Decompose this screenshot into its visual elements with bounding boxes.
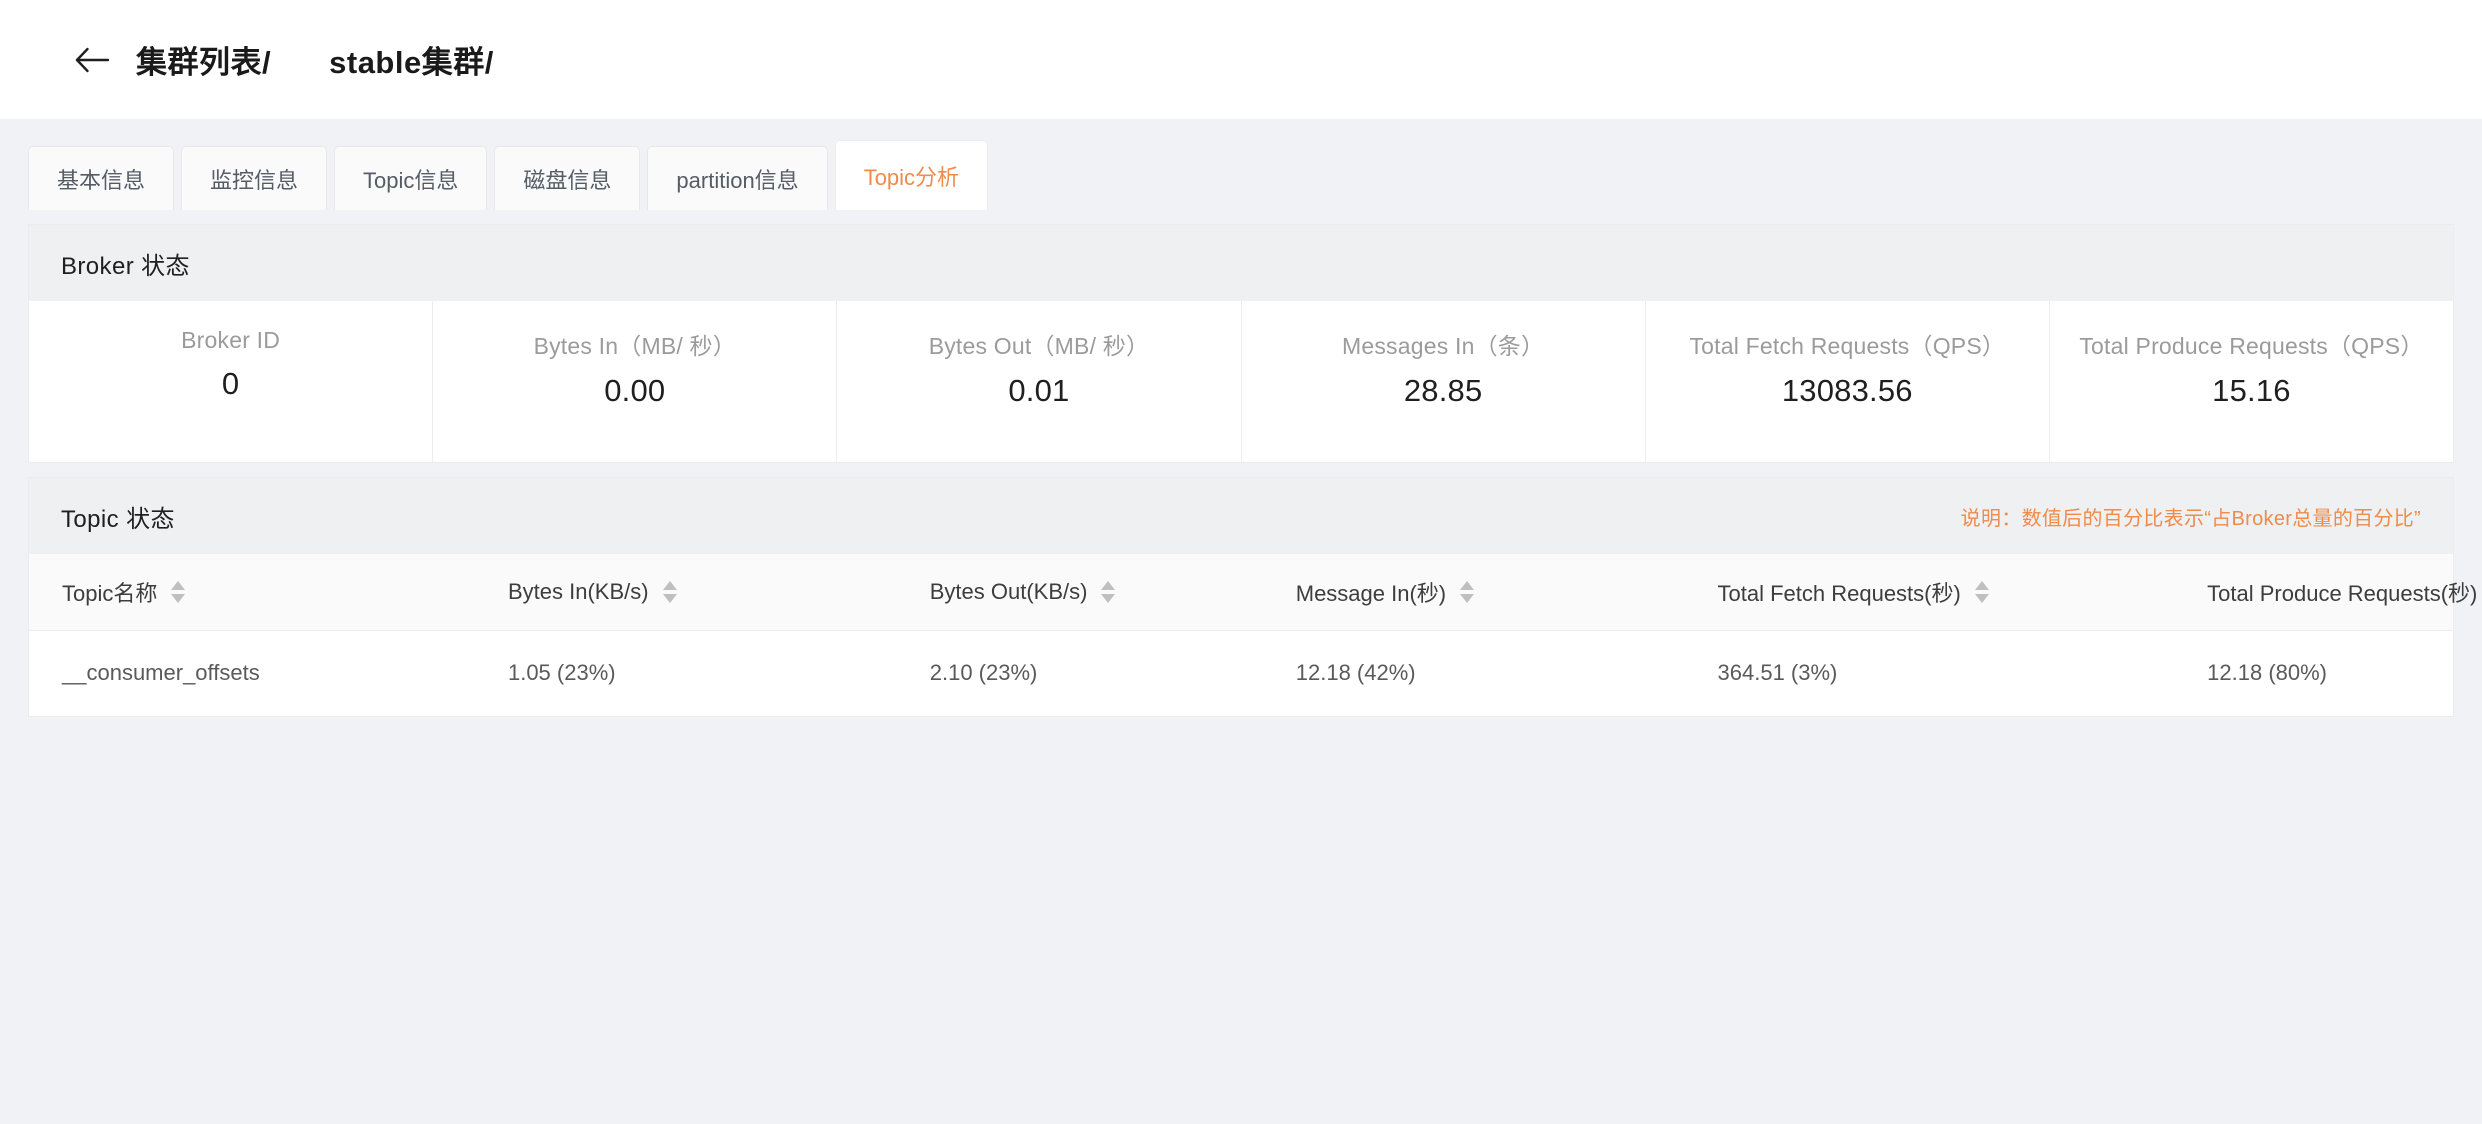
breadcrumb: 集群列表/ stable集群/ <box>136 37 494 82</box>
column-header-total-produce-requests[interactable]: Total Produce Requests(秒) <box>2191 554 2477 631</box>
breadcrumb-item-cluster-name[interactable]: stable集群/ <box>329 45 494 80</box>
back-arrow-icon[interactable] <box>70 38 114 82</box>
broker-status-panel: Broker 状态 Broker ID 0 Bytes In（MB/ 秒） 0.… <box>28 224 2454 463</box>
stat-value: 0.01 <box>1008 373 1070 408</box>
sort-toggle-icon[interactable] <box>662 580 677 603</box>
stat-card-messages-in: Messages In（条） 28.85 <box>1242 301 1646 462</box>
stat-label: Total Fetch Requests（QPS） <box>1689 333 2006 359</box>
tab-label: Topic信息 <box>363 167 459 193</box>
stat-card-total-fetch-requests: Total Fetch Requests（QPS） 13083.56 <box>1646 301 2050 462</box>
stat-card-broker-id: Broker ID 0 <box>29 301 434 462</box>
topic-status-header: Topic 状态 说明：数值后的百分比表示“占Broker总量的百分比” <box>29 478 2453 554</box>
stat-value: 0.00 <box>604 373 666 408</box>
stat-card-bytes-in: Bytes In（MB/ 秒） 0.00 <box>433 301 838 462</box>
breadcrumb-item-cluster-list[interactable]: 集群列表/ <box>136 45 272 80</box>
table-header-row: Topic名称 Bytes In(KB/s) Bytes Out(KB/s) <box>29 554 2477 631</box>
topic-table-body: __consumer_offsets 1.05 (23%) 2.10 (23%)… <box>29 630 2453 716</box>
page-header: 集群列表/ stable集群/ <box>0 0 2482 120</box>
sort-toggle-icon[interactable] <box>1974 580 1989 603</box>
stat-label: Bytes In（MB/ 秒） <box>533 333 736 359</box>
stat-card-bytes-out: Bytes Out（MB/ 秒） 0.01 <box>837 301 1242 462</box>
tab-label: Topic分析 <box>863 164 960 190</box>
tab-label: 监控信息 <box>210 167 299 193</box>
column-header-bytes-out[interactable]: Bytes Out(KB/s) <box>913 554 1280 631</box>
column-label: Bytes Out(KB/s) <box>929 578 1088 604</box>
topic-status-panel: Topic 状态 说明：数值后的百分比表示“占Broker总量的百分比” Top… <box>28 477 2477 717</box>
broker-status-title: Broker 状态 <box>61 252 190 280</box>
stat-label: Messages In（条） <box>1342 333 1545 359</box>
column-label: Message In(秒) <box>1295 580 1447 606</box>
tab-label: 基本信息 <box>57 167 146 193</box>
table-row[interactable]: __consumer_offsets 1.05 (23%) 2.10 (23%)… <box>29 630 2453 716</box>
broker-stat-row: Broker ID 0 Bytes In（MB/ 秒） 0.00 Bytes O… <box>29 301 2453 462</box>
cell-total-produce-requests: 12.18 (80%) <box>2207 660 2328 686</box>
stat-value: 28.85 <box>1403 373 1483 408</box>
topic-table: Topic名称 Bytes In(KB/s) Bytes Out(KB/s) <box>29 554 2477 716</box>
stat-label: Total Produce Requests（QPS） <box>2079 333 2424 359</box>
cell-topic-name: __consumer_offsets <box>62 660 260 686</box>
tab-basic-info[interactable]: 基本信息 <box>28 146 175 210</box>
column-label: Bytes In(KB/s) <box>507 578 649 604</box>
tab-monitor-info[interactable]: 监控信息 <box>181 146 328 210</box>
topic-status-title: Topic 状态 <box>61 505 175 533</box>
column-header-topic-name[interactable]: Topic名称 <box>29 554 492 631</box>
stat-label: Broker ID <box>181 327 281 353</box>
cell-bytes-in: 1.05 (23%) <box>507 660 616 686</box>
stat-value: 0 <box>221 366 240 401</box>
tab-topic-info[interactable]: Topic信息 <box>334 146 488 210</box>
cell-bytes-out: 2.10 (23%) <box>929 660 1038 686</box>
tab-label: 磁盘信息 <box>523 167 612 193</box>
tab-label: partition信息 <box>676 167 799 193</box>
stat-value: 15.16 <box>2212 373 2291 408</box>
topic-table-header: Topic名称 Bytes In(KB/s) Bytes Out(KB/s) <box>29 554 2477 631</box>
cell-total-fetch-requests: 364.51 (3%) <box>1717 660 1838 686</box>
column-header-total-fetch-requests[interactable]: Total Fetch Requests(秒) <box>1701 554 2192 631</box>
sort-toggle-icon[interactable] <box>1101 580 1116 603</box>
column-label: Topic名称 <box>62 580 158 606</box>
column-label: Total Produce Requests(秒) <box>2207 580 2478 606</box>
stat-label: Bytes Out（MB/ 秒） <box>928 333 1150 359</box>
column-header-message-in[interactable]: Message In(秒) <box>1279 554 1702 631</box>
column-label: Total Fetch Requests(秒) <box>1717 580 1961 606</box>
tab-bar: 基本信息 监控信息 Topic信息 磁盘信息 partition信息 Topic… <box>0 120 2482 210</box>
sort-toggle-icon[interactable] <box>1460 580 1475 603</box>
tab-topic-analysis[interactable]: Topic分析 <box>834 140 989 210</box>
tab-disk-info[interactable]: 磁盘信息 <box>494 146 641 210</box>
sort-toggle-icon[interactable] <box>171 580 186 603</box>
tab-partition-info[interactable]: partition信息 <box>647 146 828 210</box>
stat-value: 13083.56 <box>1781 373 1913 408</box>
stat-card-total-produce-requests: Total Produce Requests（QPS） 15.16 <box>2050 301 2453 462</box>
topic-status-note: 说明：数值后的百分比表示“占Broker总量的百分比” <box>1960 507 2421 530</box>
cell-message-in: 12.18 (42%) <box>1295 660 1416 686</box>
broker-status-header: Broker 状态 <box>29 225 2453 301</box>
column-header-bytes-in[interactable]: Bytes In(KB/s) <box>491 554 914 631</box>
